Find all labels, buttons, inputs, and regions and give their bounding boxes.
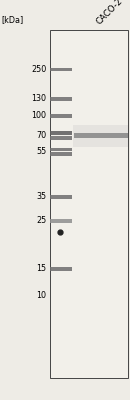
Text: 10: 10 bbox=[36, 291, 46, 300]
Text: 25: 25 bbox=[36, 216, 46, 225]
Bar bbox=[74, 133, 128, 138]
Bar bbox=[50, 195, 72, 199]
Bar bbox=[50, 148, 72, 151]
Bar bbox=[50, 219, 72, 222]
Bar bbox=[50, 30, 128, 378]
Text: 250: 250 bbox=[31, 65, 46, 74]
Bar bbox=[73, 124, 128, 146]
Text: 130: 130 bbox=[31, 94, 46, 103]
Bar bbox=[50, 97, 72, 100]
Text: 55: 55 bbox=[36, 148, 46, 156]
Text: 35: 35 bbox=[36, 192, 46, 201]
Text: 15: 15 bbox=[36, 264, 46, 273]
Bar bbox=[50, 267, 72, 270]
Bar bbox=[50, 152, 72, 156]
Text: CACO-2: CACO-2 bbox=[95, 0, 125, 26]
Bar bbox=[50, 114, 72, 118]
Text: 70: 70 bbox=[36, 131, 46, 140]
Bar bbox=[50, 68, 72, 71]
Text: 100: 100 bbox=[31, 112, 46, 120]
Bar bbox=[50, 136, 72, 140]
Text: [kDa]: [kDa] bbox=[1, 15, 24, 24]
Bar bbox=[50, 130, 72, 135]
